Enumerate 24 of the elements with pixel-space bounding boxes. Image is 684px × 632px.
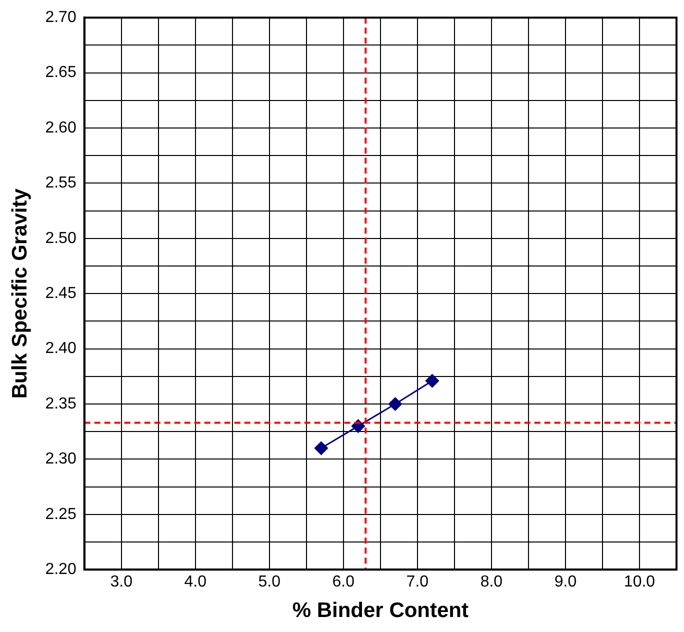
y-tick-label: 2.55 xyxy=(45,174,76,192)
y-tick-label: 2.25 xyxy=(45,506,76,523)
x-tick-label: 5.0 xyxy=(258,574,281,591)
y-tick-label: 2.20 xyxy=(45,561,76,578)
y-tick-label: 2.65 xyxy=(45,64,76,82)
point xyxy=(314,441,328,455)
x-tick-label: 3.0 xyxy=(110,574,133,591)
x-tick-label: 4.0 xyxy=(184,574,207,591)
y-tick-label: 2.40 xyxy=(45,340,76,358)
y-tick-label: 2.35 xyxy=(45,395,76,412)
x-tick-label: 10.0 xyxy=(624,574,656,591)
x-tick-label: 6.0 xyxy=(332,574,355,591)
y-tick-label: 2.50 xyxy=(45,230,76,247)
point xyxy=(425,374,439,388)
y-axis-title: Bulk Specific Gravity xyxy=(8,188,32,399)
y-tick-label: 2.30 xyxy=(45,450,76,468)
x-tick-label: 7.0 xyxy=(406,574,429,591)
y-tick-label: 2.70 xyxy=(45,9,76,26)
y-tick-label: 2.60 xyxy=(45,119,76,136)
x-axis-title: % Binder Content xyxy=(292,599,469,622)
point xyxy=(388,397,402,411)
y-tick-label: 2.45 xyxy=(45,285,76,302)
x-tick-label: 9.0 xyxy=(554,574,577,591)
x-tick-label: 8.0 xyxy=(480,574,503,591)
